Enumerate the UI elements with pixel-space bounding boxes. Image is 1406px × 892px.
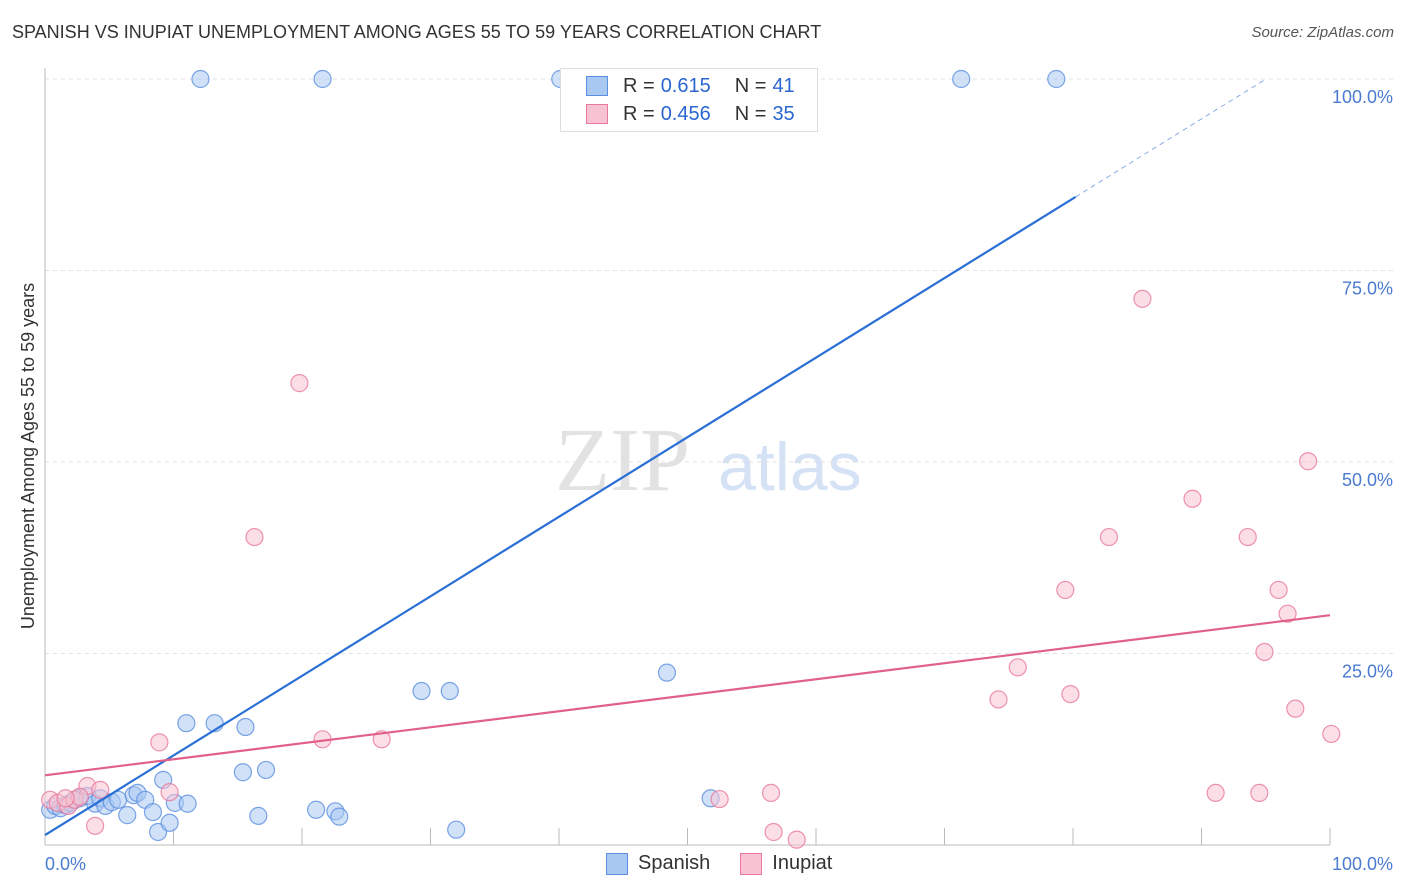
inupiat-point (1278, 604, 1297, 623)
y-tick-label: 50.0% (1342, 470, 1393, 490)
inupiat-point (56, 789, 75, 808)
spanish-point (178, 794, 197, 813)
spanish-point (313, 69, 332, 89)
inupiat-point (86, 816, 105, 835)
inupiat-point (1056, 580, 1075, 600)
spanish-point (191, 69, 210, 89)
inupiat-point (764, 822, 783, 842)
legend-label: Spanish (638, 852, 711, 874)
legend-row-inupiat: R = 0.456 N = 35 (586, 101, 795, 127)
spanish-point (177, 714, 196, 733)
legend-row-spanish: R = 0.615 N = 41 (586, 73, 795, 99)
inupiat-point (1299, 452, 1318, 471)
x-tick-label: 0.0% (45, 854, 86, 874)
legend-item-spanish: Spanish (606, 852, 710, 875)
inupiat-trend-line (44, 614, 1331, 777)
spanish-point (307, 800, 326, 819)
series-legend: Spanish Inupiat (606, 852, 832, 875)
inupiat-point (1286, 699, 1305, 718)
inupiat-point (1322, 724, 1341, 744)
spanish-point (952, 69, 971, 89)
spanish-swatch (606, 852, 628, 875)
inupiat-point (761, 783, 781, 803)
legend-item-inupiat: Inupiat (740, 852, 832, 875)
stats-legend: R = 0.615 N = 41 R = 0.456 N = 35 (560, 68, 818, 132)
spanish-point (412, 681, 431, 701)
spanish-point (440, 681, 459, 701)
inupiat-point (1183, 489, 1202, 508)
inupiat-point (150, 733, 169, 752)
spanish-trend-line (44, 195, 1077, 836)
inupiat-point (989, 690, 1008, 709)
inupiat-point (1238, 527, 1257, 547)
inupiat-point (91, 780, 110, 799)
y-axis-label: Unemployment Among Ages 55 to 59 years (18, 283, 38, 629)
inupiat-swatch (586, 104, 608, 124)
inupiat-point (1269, 580, 1288, 600)
inupiat-point (245, 527, 264, 547)
spanish-point (1047, 69, 1066, 89)
inupiat-point (1099, 527, 1119, 547)
spanish-point (256, 760, 276, 780)
watermark-atlas: atlas (718, 429, 862, 505)
spanish-point (233, 763, 252, 782)
spanish-point (143, 802, 163, 822)
n-value: 35 (772, 102, 795, 125)
legend-label: Inupiat (772, 852, 833, 874)
inupiat-point (1133, 289, 1152, 308)
watermark-zip: ZIP (555, 411, 690, 510)
spanish-point (447, 820, 466, 839)
source-label: Source: ZipAtlas.com (1251, 24, 1394, 41)
r-label: R = (623, 74, 655, 97)
x-tick-label: 100.0% (1332, 854, 1393, 874)
y-tick-label: 100.0% (1332, 87, 1393, 107)
inupiat-point (1061, 684, 1080, 704)
spanish-swatch (586, 76, 608, 96)
spanish-point (236, 717, 255, 737)
spanish-point (160, 813, 179, 832)
inupiat-point (160, 783, 179, 802)
chart-title: SPANISH VS INUPIAT UNEMPLOYMENT AMONG AG… (12, 22, 822, 42)
r-value: 0.615 (660, 74, 711, 97)
inupiat-point (1250, 783, 1269, 803)
n-label: N = (734, 74, 767, 97)
spanish-point (330, 807, 349, 826)
spanish-trend-extension (1075, 78, 1267, 198)
inupiat-point (1008, 658, 1027, 677)
inupiat-point (1206, 783, 1225, 803)
r-label: R = (623, 102, 655, 125)
spanish-point (249, 806, 268, 825)
inupiat-point (787, 830, 806, 849)
n-label: N = (734, 102, 767, 125)
inupiat-point (1255, 642, 1274, 662)
inupiat-swatch (740, 852, 763, 875)
inupiat-point (710, 789, 729, 809)
n-value: 41 (772, 74, 795, 97)
spanish-point (657, 663, 677, 682)
y-tick-label: 75.0% (1342, 279, 1393, 299)
spanish-point (118, 806, 137, 825)
r-value: 0.456 (660, 102, 711, 125)
y-tick-label: 25.0% (1342, 662, 1393, 682)
inupiat-point (372, 730, 391, 749)
inupiat-point (290, 374, 309, 393)
